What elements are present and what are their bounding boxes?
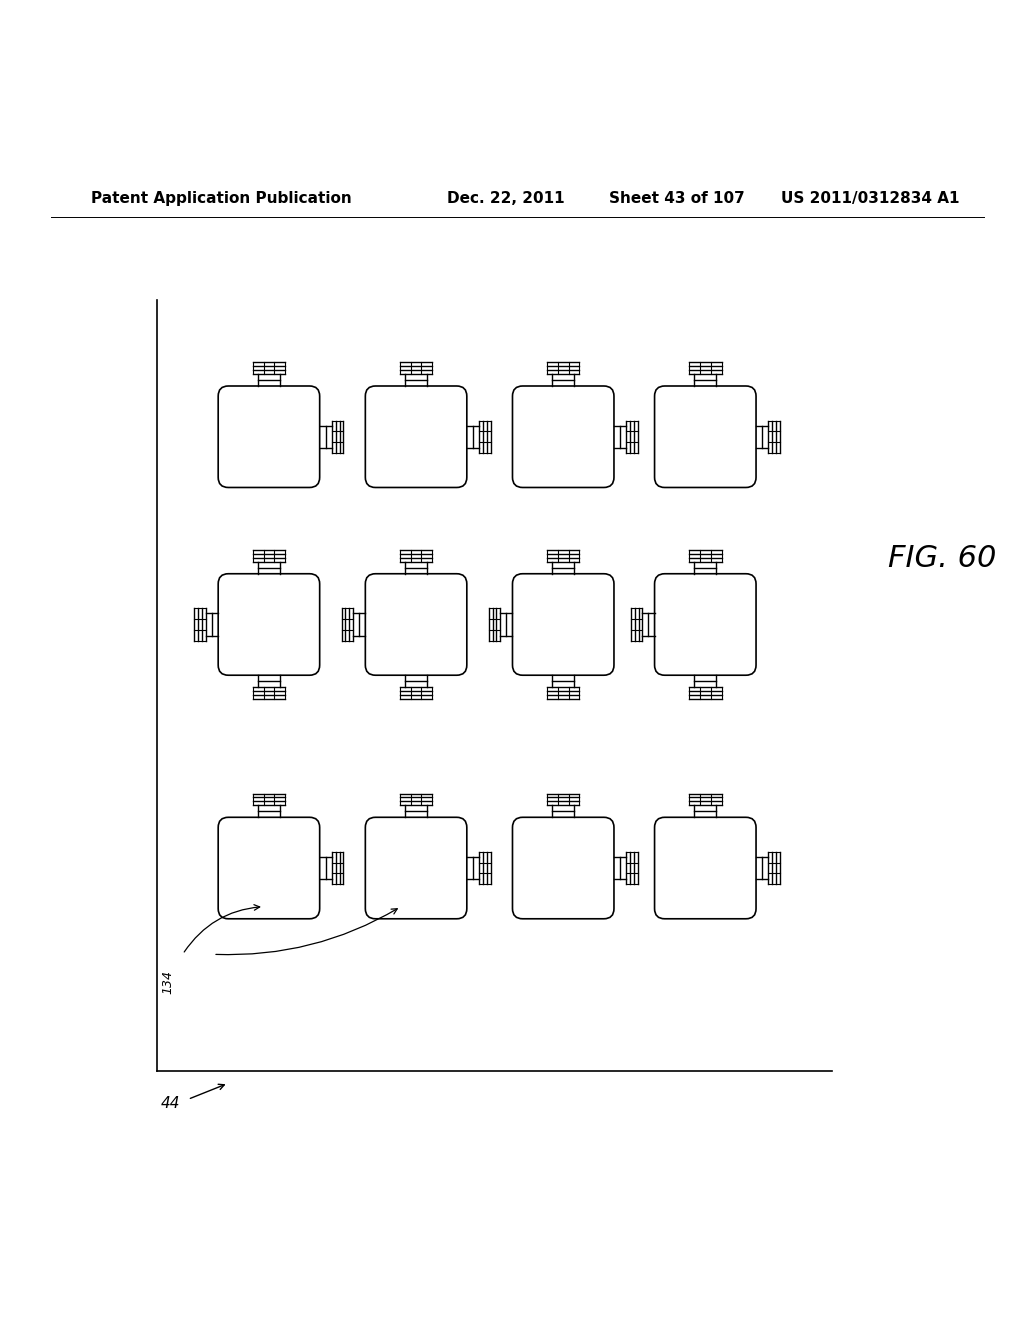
FancyBboxPatch shape	[218, 385, 319, 487]
FancyBboxPatch shape	[512, 385, 614, 487]
FancyBboxPatch shape	[512, 817, 614, 919]
Text: Sheet 43 of 107: Sheet 43 of 107	[609, 191, 744, 206]
FancyBboxPatch shape	[366, 817, 467, 919]
FancyBboxPatch shape	[654, 817, 756, 919]
FancyBboxPatch shape	[366, 385, 467, 487]
Text: 134: 134	[161, 969, 174, 994]
FancyBboxPatch shape	[512, 574, 614, 676]
Text: 44: 44	[161, 1096, 180, 1111]
Text: US 2011/0312834 A1: US 2011/0312834 A1	[781, 191, 959, 206]
FancyBboxPatch shape	[218, 574, 319, 676]
FancyBboxPatch shape	[218, 817, 319, 919]
FancyBboxPatch shape	[654, 385, 756, 487]
FancyBboxPatch shape	[654, 574, 756, 676]
Text: Patent Application Publication: Patent Application Publication	[91, 191, 352, 206]
Text: Dec. 22, 2011: Dec. 22, 2011	[446, 191, 564, 206]
FancyBboxPatch shape	[366, 574, 467, 676]
Text: FIG. 60: FIG. 60	[888, 544, 996, 573]
